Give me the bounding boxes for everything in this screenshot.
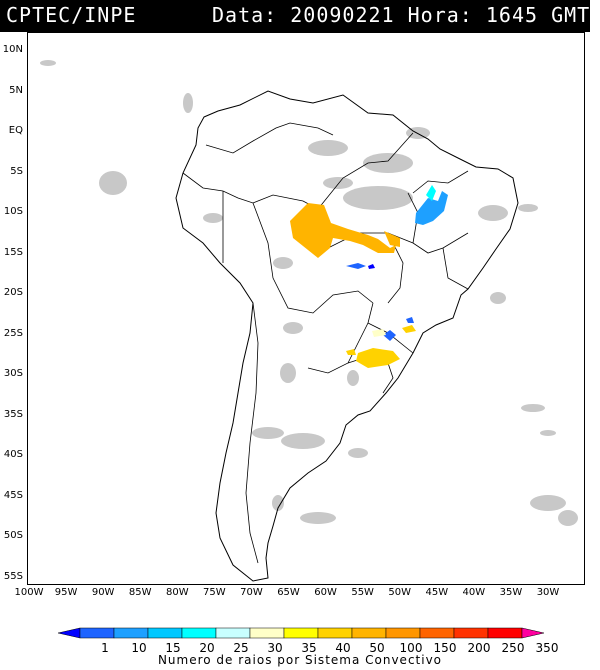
colorbar-swatch [181, 627, 217, 639]
lon-label: 50W [388, 587, 412, 598]
lat-label: 10S [3, 206, 23, 218]
colorbar-swatch [249, 627, 285, 639]
cell-yellow-south [356, 348, 400, 368]
lon-label: 100W [14, 587, 44, 598]
country-borders [182, 122, 469, 564]
cloud-cover [40, 60, 578, 526]
colorbar-tick-label: 35 [301, 641, 317, 655]
lat-label: 15S [3, 246, 23, 258]
colorbar-tick-label: 20 [199, 641, 215, 655]
colorbar-swatch [147, 627, 183, 639]
lon-label: 35W [499, 587, 523, 598]
colorbar-swatch [453, 627, 489, 639]
colorbar-caption: Numero de raios por Sistema Convectivo [157, 653, 443, 667]
lat-label: 5S [10, 165, 23, 177]
source-label: CPTEC/INPE [6, 3, 137, 27]
colorbar-tick-label: 15 [165, 641, 181, 655]
lon-label: 75W [203, 587, 226, 598]
colorbar-swatch [351, 627, 387, 639]
lon-label: 45W [425, 587, 449, 598]
colorbar-tick-label: 10 [131, 641, 147, 655]
colorbar-tick-label: 100 [399, 641, 423, 655]
cell-blue-small2 [368, 264, 375, 269]
lat-label: 50S [3, 530, 23, 542]
title-bar: CPTEC/INPE Data: 20090221 Hora: 1645 GMT [0, 0, 590, 32]
cell-blue-small [346, 263, 366, 269]
colorbar-tick-label: 200 [467, 641, 491, 655]
cell-yellow-west [346, 349, 356, 355]
lat-label: 45S [3, 489, 23, 501]
map-frame [27, 32, 585, 585]
lon-label: 70W [240, 587, 263, 598]
colorbar-swatch [283, 627, 319, 639]
map-canvas [40, 60, 578, 582]
colorbar-swatch [487, 627, 523, 639]
colorbar-swatch [113, 627, 149, 639]
cell-orange-west [290, 203, 396, 258]
cell-lightyellow [372, 329, 386, 337]
lon-label: 40W [462, 587, 486, 598]
lat-label: 40S [3, 449, 23, 461]
colorbar-tick-label: 25 [233, 641, 249, 655]
colorbar-swatch [419, 627, 455, 639]
lat-label: 10N [2, 44, 23, 55]
datetime-label: Data: 20090221 Hora: 1645 GMT [212, 3, 591, 27]
colorbar-tick-label: 40 [335, 641, 351, 655]
colorbar-swatch [79, 627, 115, 639]
lat-label: 20S [3, 287, 23, 299]
cell-orange-mid [384, 231, 400, 247]
coastlines [175, 90, 519, 582]
lon-label: 80W [165, 587, 189, 598]
colorbar-tick-label: 30 [267, 641, 283, 655]
colorbar-swatch [215, 627, 251, 639]
lat-label: 35S [3, 408, 23, 420]
cell-blue-sse [406, 317, 414, 323]
lon-label: 60W [314, 587, 337, 598]
colorbar-tick-label: 250 [501, 641, 525, 655]
lon-label: 90W [91, 587, 115, 598]
cell-blue-south [383, 330, 396, 341]
colorbar-swatch [385, 627, 421, 639]
colorbar-swatch [57, 627, 81, 639]
lat-label: 5N [9, 84, 23, 96]
lon-label: 30W [536, 587, 560, 598]
lat-label: 25S [3, 327, 23, 339]
lat-label: 55S [3, 571, 23, 582]
lon-label: 65W [277, 587, 300, 598]
lon-label: 85W [128, 587, 152, 598]
cell-blue-ne [415, 191, 448, 225]
colorbar-tick-label: 1 [101, 641, 109, 655]
colorbar-swatch [317, 627, 353, 639]
lat-label: EQ [8, 125, 23, 137]
convective-systems [290, 185, 448, 368]
colorbar [57, 627, 545, 639]
colorbar-tick-label: 350 [535, 641, 559, 655]
colorbar-tick-label: 50 [369, 641, 385, 655]
south-america-coast [175, 90, 519, 582]
colorbar-swatch [521, 627, 545, 639]
lon-label: 95W [54, 587, 78, 598]
lat-label: 30S [3, 368, 23, 380]
colorbar-tick-label: 150 [433, 641, 457, 655]
cell-cyan-ne [426, 185, 436, 201]
cell-yellow-small [402, 325, 416, 333]
lon-label: 55W [351, 587, 374, 598]
